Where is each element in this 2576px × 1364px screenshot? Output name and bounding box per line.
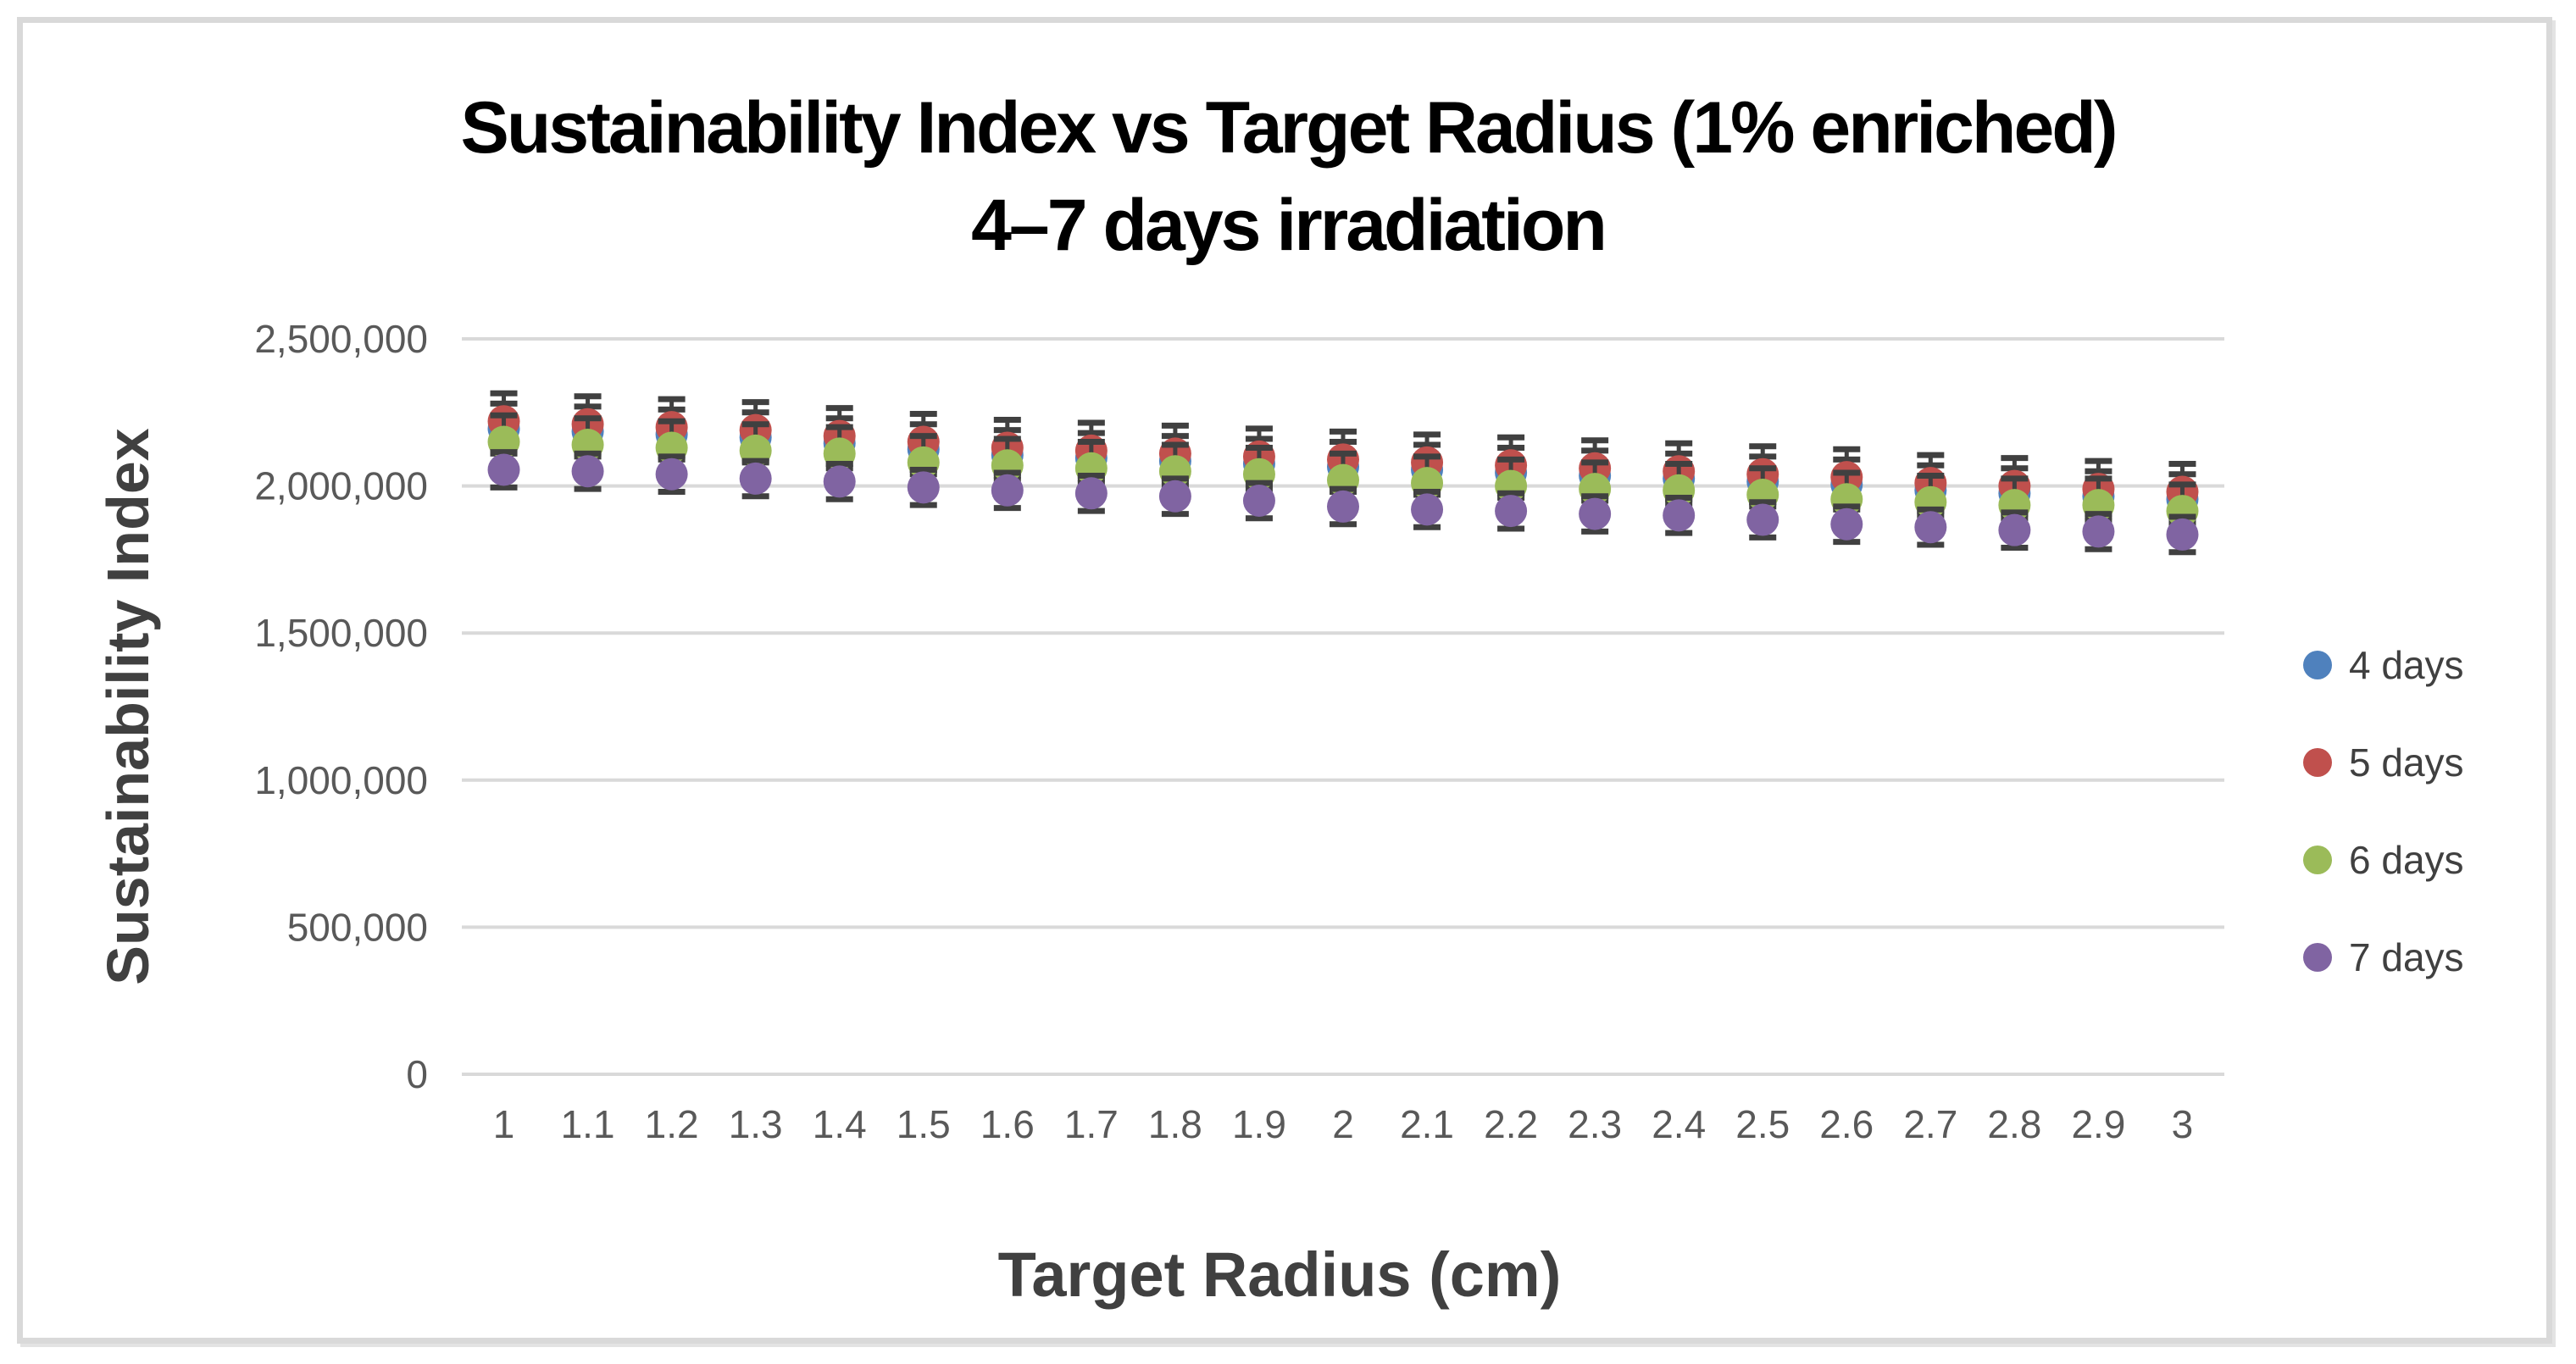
data-point: [1579, 497, 1612, 530]
data-point: [1411, 493, 1444, 526]
data-point: [2166, 518, 2199, 551]
x-axis-title: Target Radius (cm): [998, 1239, 1562, 1310]
chart-border: [17, 17, 2552, 1344]
data-point: [907, 471, 940, 504]
data-point: [739, 462, 772, 495]
data-point: [571, 455, 604, 488]
data-point: [823, 465, 856, 498]
y-tick-label: 500,000: [287, 905, 428, 949]
x-tick-label: 2.9: [2071, 1102, 2125, 1146]
x-tick-label: 2.1: [1400, 1102, 1454, 1146]
x-tick-label: 1.7: [1064, 1102, 1119, 1146]
x-tick-label: 1.6: [980, 1102, 1035, 1146]
x-tick-label: 1.5: [897, 1102, 951, 1146]
data-point: [1998, 513, 2031, 546]
legend-item-label: 5 days: [2349, 740, 2464, 785]
data-point: [655, 457, 688, 491]
y-tick-label: 2,500,000: [254, 317, 428, 361]
data-point: [1830, 507, 1863, 541]
y-tick-label: 1,500,000: [254, 611, 428, 655]
legend-item: 7 days: [2303, 935, 2464, 979]
data-point: [2082, 515, 2115, 548]
legend: 4 days 5 days 6 days 7 days: [2303, 643, 2464, 979]
x-tick-label: 1.4: [813, 1102, 867, 1146]
y-tick-labels-group: 0 500,000 1,000,000 1,500,000 2,000,000 2,500…: [254, 317, 428, 1096]
legend-item: 6 days: [2303, 838, 2464, 882]
legend-marker-icon: [2303, 943, 2332, 972]
x-tick-label: 1.3: [729, 1102, 783, 1146]
y-axis-title: Sustainability Index: [95, 428, 161, 984]
x-tick-label: 2.6: [1819, 1102, 1874, 1146]
legend-marker-icon: [2303, 748, 2332, 777]
data-point: [1327, 490, 1359, 523]
legend-item-label: 7 days: [2349, 935, 2464, 979]
y-tick-label: 2,000,000: [254, 464, 428, 508]
x-tick-label: 1.9: [1232, 1102, 1286, 1146]
data-point: [991, 474, 1024, 507]
data-point: [487, 453, 520, 486]
x-tick-label: 2.5: [1735, 1102, 1790, 1146]
data-point: [1242, 484, 1275, 517]
x-tick-label: 2.4: [1652, 1102, 1706, 1146]
data-point: [1746, 503, 1779, 536]
legend-marker-icon: [2303, 651, 2332, 679]
x-tick-label: 1: [493, 1102, 515, 1146]
x-tick-label: 3: [2172, 1102, 2194, 1146]
legend-marker-icon: [2303, 846, 2332, 874]
series-group: [487, 390, 2199, 556]
x-tick-label: 2.7: [1903, 1102, 1957, 1146]
legend-item-label: 4 days: [2349, 643, 2464, 687]
data-point: [1074, 477, 1108, 510]
legend-item: 4 days: [2303, 643, 2464, 687]
series-7-days: [487, 449, 2199, 556]
chart-subtitle: 4–7 days irradiation: [971, 185, 1605, 266]
x-tick-label: 2: [1332, 1102, 1354, 1146]
chart-title: Sustainability Index vs Target Radius (1…: [461, 87, 2116, 169]
data-point: [1495, 495, 1528, 528]
y-tick-label: 0: [406, 1052, 428, 1096]
x-tick-label: 2.3: [1568, 1102, 1622, 1146]
x-tick-label: 2.2: [1484, 1102, 1538, 1146]
x-tick-labels-group: 1 1.1 1.2 1.3 1.4 1.5 1.6 1.7 1.8 1.9 2 2.1 2.2 2.3 2.…: [493, 1102, 2194, 1146]
y-tick-label: 1,000,000: [254, 758, 428, 802]
x-tick-label: 1.1: [561, 1102, 615, 1146]
data-point: [1914, 511, 1947, 544]
legend-item-label: 6 days: [2349, 838, 2464, 882]
data-point: [1663, 499, 1696, 532]
x-tick-label: 1.8: [1148, 1102, 1202, 1146]
x-tick-label: 1.2: [645, 1102, 699, 1146]
data-point: [1158, 480, 1191, 513]
x-tick-label: 2.8: [1987, 1102, 2041, 1146]
legend-item: 5 days: [2303, 740, 2464, 785]
